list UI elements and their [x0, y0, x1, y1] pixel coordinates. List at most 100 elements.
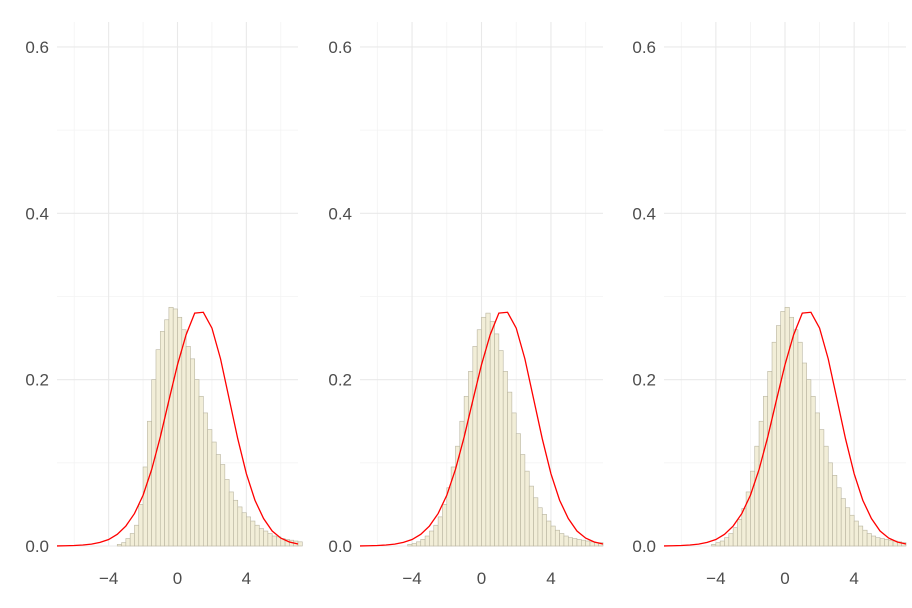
histogram-bar	[879, 538, 885, 547]
histogram-bar	[472, 346, 478, 547]
y-tick-label: 0.0	[25, 537, 49, 556]
histogram-bar	[520, 454, 526, 547]
histogram-bar	[233, 499, 239, 547]
histogram-bar	[559, 533, 565, 547]
histogram-bar	[585, 540, 591, 547]
histogram-bar	[546, 520, 552, 547]
histogram-bar	[203, 412, 208, 547]
histogram-bar	[771, 341, 777, 547]
histogram-bar	[845, 507, 851, 547]
histogram-bar	[258, 528, 264, 547]
histogram-bar	[849, 514, 855, 547]
y-tick-label: 0.0	[328, 537, 352, 556]
histogram-bar	[211, 441, 217, 547]
y-tick-label: 0.2	[25, 371, 49, 390]
histogram-bar	[581, 539, 586, 547]
histogram-bar	[433, 524, 439, 547]
histogram-bar	[888, 539, 894, 547]
histogram-bar	[801, 362, 807, 547]
histogram-bar	[819, 429, 825, 547]
histogram-bar	[297, 541, 303, 547]
histogram-bar	[832, 475, 838, 547]
x-tick-label: 0	[780, 569, 789, 588]
histogram-bar	[576, 539, 582, 547]
histogram-bar	[827, 462, 833, 547]
histogram-bar	[121, 542, 127, 547]
histogram-bar	[858, 525, 864, 547]
histogram-bar	[823, 445, 829, 547]
histogram-bar	[116, 544, 122, 547]
histogram-bar	[524, 470, 530, 547]
histogram-bar	[250, 520, 256, 547]
x-tick-label: 0	[477, 569, 486, 588]
histogram-bar	[754, 445, 760, 547]
histogram-bar	[237, 506, 243, 547]
y-tick-label: 0.6	[632, 38, 656, 57]
histogram-bar	[840, 498, 846, 547]
density-curve	[56, 311, 299, 547]
x-tick-label: −4	[99, 569, 118, 588]
histogram-bar	[507, 391, 513, 547]
histogram-bar	[215, 454, 221, 547]
histogram-bar	[515, 433, 521, 547]
histogram-bar	[437, 516, 443, 547]
x-tick-label: −4	[402, 569, 421, 588]
histogram-bar	[246, 516, 251, 547]
histogram-bar	[572, 538, 578, 547]
histogram-bar	[407, 544, 413, 547]
histogram-bar	[780, 311, 786, 547]
histogram-bar	[424, 535, 430, 547]
histogram-bar	[741, 508, 747, 547]
y-tick-label: 0.4	[328, 204, 352, 223]
histogram-bar	[776, 325, 781, 547]
y-tick-label: 0.4	[632, 204, 656, 223]
histogram-bar	[168, 306, 174, 547]
histogram-bar	[267, 533, 273, 547]
histogram-bar	[541, 514, 547, 547]
histogram-bar	[763, 395, 769, 547]
histogram-bar	[190, 358, 196, 547]
histogram-bar	[468, 371, 474, 547]
panel-3: 0.0 0.2 0.4 0.6 −4 0 4	[632, 22, 907, 588]
histogram-bar	[254, 524, 260, 547]
histogram-bar	[550, 525, 556, 547]
y-tick-label: 0.6	[25, 38, 49, 57]
histogram-bar	[728, 533, 734, 547]
histogram-bar	[715, 542, 721, 547]
histogram-bar	[220, 464, 226, 547]
histogram-bar	[901, 542, 907, 547]
histogram-bar	[125, 538, 131, 547]
density-curve	[663, 311, 907, 547]
histogram-bar	[181, 329, 187, 547]
histogram-bar	[498, 350, 504, 547]
histogram-bar	[172, 308, 178, 547]
histogram-bar	[563, 535, 569, 547]
histogram-bar	[537, 507, 543, 547]
histogram-bar	[737, 519, 743, 547]
histogram-bar	[164, 319, 170, 547]
histogram-bar	[502, 371, 508, 547]
x-tick-label: 4	[242, 569, 251, 588]
histogram-bar	[138, 504, 144, 547]
histogram-bar	[489, 321, 495, 547]
y-tick-label: 0.0	[632, 537, 656, 556]
histogram-bar	[271, 535, 277, 547]
histogram-bar	[810, 395, 816, 547]
histogram-bar	[784, 306, 790, 547]
histogram-bar	[207, 429, 213, 547]
histogram-bar	[429, 530, 435, 547]
histogram-bar	[159, 331, 165, 547]
histogram-bar	[862, 529, 868, 547]
histogram-bar	[194, 379, 200, 547]
histogram-bar	[732, 527, 738, 547]
x-tick-label: 0	[173, 569, 182, 588]
histogram-bar	[198, 395, 204, 547]
histogram-bar	[797, 341, 803, 547]
histogram-bar	[228, 491, 234, 547]
histogram-bar	[884, 539, 890, 547]
x-tick-label: −4	[706, 569, 725, 588]
histogram-bar	[871, 535, 877, 547]
histogram-bar	[420, 539, 426, 547]
histogram-bar	[446, 487, 452, 547]
